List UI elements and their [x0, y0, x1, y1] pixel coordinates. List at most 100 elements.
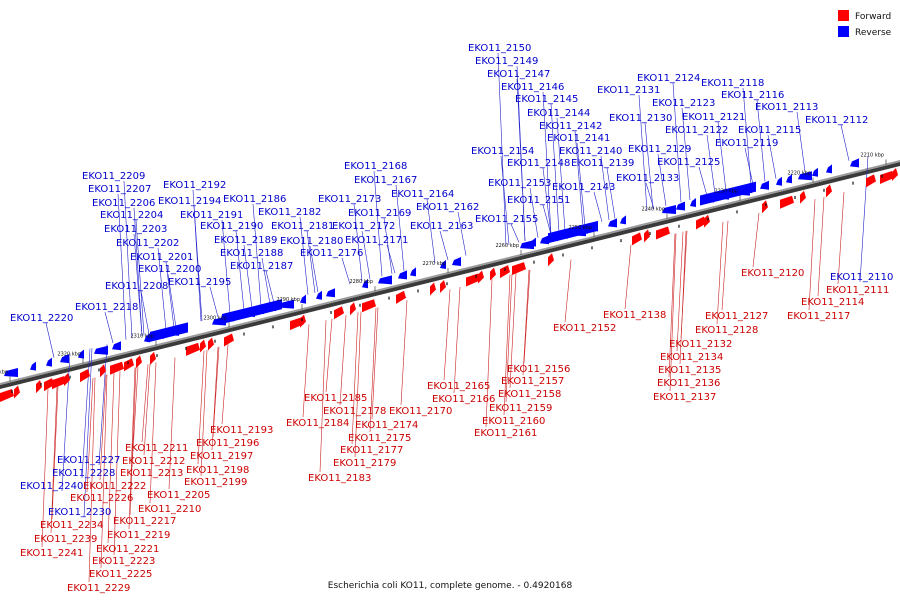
- reverse-gene-label: EKO11_2151: [507, 195, 570, 206]
- forward-feature: [490, 267, 496, 281]
- forward-gene-label: EKO11_2165: [427, 381, 490, 392]
- reverse-label-line: [361, 230, 371, 280]
- legend: Forward Reverse: [838, 10, 892, 38]
- axis-tick-label: 2250 kbp: [568, 225, 592, 231]
- axis-ticks: 2210 kbp 2220 kbp 2230 kbp 2240 kbp 2250 kbp…: [0, 152, 887, 394]
- axis-tick-label: 2260 kbp: [495, 243, 519, 249]
- reverse-label-line: [638, 94, 648, 211]
- reverse-label-line: [516, 65, 526, 241]
- reverse-feature: [46, 357, 52, 367]
- reverse-gene-label: EKO11_2150: [468, 43, 531, 54]
- forward-label-line: [505, 274, 513, 403]
- forward-label-line: [129, 367, 137, 516]
- reverse-feature: [608, 218, 617, 228]
- forward-feature: [826, 184, 832, 198]
- forward-gene-label: EKO11_2226: [70, 493, 133, 504]
- forward-gene-label: EKO11_2183: [308, 473, 371, 484]
- forward-gene-label: EKO11_2138: [603, 310, 666, 321]
- forward-gene-label: EKO11_2161: [474, 428, 537, 439]
- reverse-label-line: [439, 230, 449, 261]
- forward-gene-label: EKO11_2135: [658, 365, 721, 376]
- reverse-gene-label: EKO11_2206: [92, 198, 155, 209]
- forward-feature: [762, 200, 768, 214]
- forward-gene-label: EKO11_2159: [489, 403, 552, 414]
- reverse-label-line: [221, 219, 231, 315]
- forward-gene-label: EKO11_2196: [196, 438, 259, 449]
- forward-gene-label: EKO11_2184: [286, 418, 349, 429]
- reverse-gene-label: EKO11_2131: [597, 85, 660, 96]
- forward-feature: [110, 361, 124, 375]
- reverse-feature: [776, 176, 782, 186]
- reverse-label-line: [796, 111, 806, 172]
- forward-feature: [200, 339, 206, 353]
- axis-tick-label: 2280 kbp: [349, 279, 373, 285]
- forward-gene-label: EKO11_2234: [40, 520, 103, 531]
- forward-label-line: [453, 287, 461, 394]
- reverse-label-line: [117, 193, 127, 340]
- reverse-label-line: [386, 244, 396, 274]
- reverse-label-line: [457, 211, 467, 256]
- reverse-label-line: [657, 153, 667, 207]
- reverse-feature: [4, 368, 18, 378]
- reverse-feature: [280, 299, 294, 309]
- reverse-feature: [60, 354, 69, 364]
- forward-label-line: [624, 244, 632, 310]
- reverse-label-line: [681, 107, 691, 201]
- reverse-gene-label: EKO11_2201: [130, 252, 193, 263]
- reverse-gene-label: EKO11_2154: [471, 146, 534, 157]
- forward-gene-label: EKO11_2175: [348, 433, 411, 444]
- reverse-gene-labels: EKO11_2110 EKO11_2112 EKO11_2113 EKO11_2115…: [10, 43, 893, 518]
- reverse-feature: [300, 294, 306, 304]
- reverse-gene-label: EKO11_2145: [515, 94, 578, 105]
- reverse-label-line: [542, 167, 552, 235]
- forward-feature: [866, 174, 876, 188]
- reverse-gene-label: EKO11_2146: [501, 82, 564, 93]
- reverse-gene-label: EKO11_2143: [552, 182, 615, 193]
- reverse-label-line: [104, 311, 114, 344]
- reverse-feature: [540, 235, 549, 245]
- reverse-gene-label: EKO11_2155: [475, 214, 538, 225]
- forward-feature: [300, 314, 306, 328]
- forward-gene-label: EKO11_2223: [92, 556, 155, 567]
- forward-feature: [632, 232, 642, 246]
- reverse-feature: [144, 333, 150, 343]
- forward-gene-label: EKO11_2132: [669, 339, 732, 350]
- forward-features: [0, 167, 898, 402]
- forward-label-line: [509, 273, 517, 389]
- reverse-label-line: [265, 270, 275, 304]
- forward-gene-label: EKO11_2217: [113, 516, 176, 527]
- forward-gene-label: EKO11_2212: [122, 456, 185, 467]
- forward-gene-label: EKO11_2158: [498, 389, 561, 400]
- reverse-label-line: [353, 203, 363, 282]
- forward-feature: [80, 369, 90, 383]
- reverse-gene-label: EKO11_2119: [715, 138, 778, 149]
- forward-label-line: [51, 386, 59, 520]
- reverse-gene-label: EKO11_2118: [701, 78, 764, 89]
- reverse-gene-label: EKO11_2116: [721, 90, 784, 101]
- forward-feature: [124, 358, 134, 372]
- reverse-gene-label: EKO11_2147: [487, 69, 550, 80]
- forward-feature: [800, 190, 806, 204]
- reverse-gene-label: EKO11_2164: [391, 189, 454, 200]
- forward-feature: [466, 273, 480, 287]
- axis-tick-label: 2220 kbp: [787, 171, 811, 177]
- reverse-feature: [620, 215, 626, 225]
- forward-label-line: [141, 364, 149, 443]
- forward-label-line: [522, 269, 530, 376]
- reverse-feature: [812, 167, 818, 177]
- reverse-gene-label: EKO11_2195: [168, 277, 231, 288]
- reverse-feature: [452, 257, 461, 267]
- map-caption: Escherichia coli KO11, complete genome. …: [328, 581, 573, 591]
- reverse-label-line: [840, 124, 850, 161]
- forward-gene-label: EKO11_2198: [186, 465, 249, 476]
- genome-backbone: [0, 160, 900, 389]
- forward-feature: [0, 389, 14, 402]
- forward-label-line: [808, 199, 816, 311]
- reverse-gene-label: EKO11_2230: [48, 507, 111, 518]
- reverse-label-line: [299, 216, 309, 295]
- reverse-gene-label: EKO11_2228: [52, 468, 115, 479]
- forward-feature: [644, 229, 650, 243]
- reverse-gene-label: EKO11_2168: [344, 161, 407, 172]
- reverse-gene-label: EKO11_2240: [20, 481, 83, 492]
